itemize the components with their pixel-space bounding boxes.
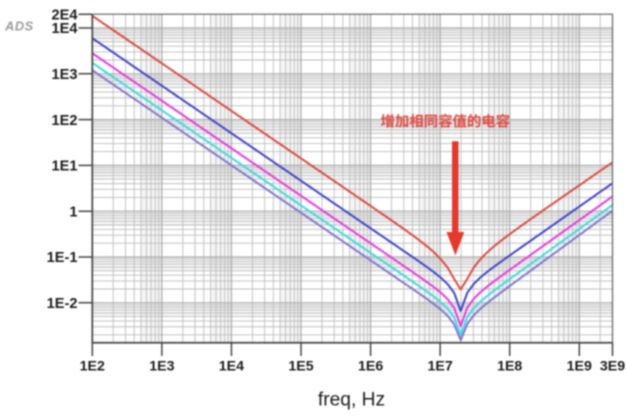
svg-text:1E6: 1E6 [358, 358, 383, 374]
svg-text:1E-1: 1E-1 [47, 250, 78, 266]
svg-text:1E2: 1E2 [80, 358, 105, 374]
svg-text:2E4: 2E4 [52, 7, 79, 23]
svg-text:1E4: 1E4 [52, 21, 79, 37]
svg-text:1: 1 [69, 204, 77, 220]
svg-text:1E1: 1E1 [52, 159, 78, 175]
svg-text:ADS: ADS [4, 19, 34, 34]
svg-text:1E-2: 1E-2 [47, 296, 78, 312]
svg-text:1E4: 1E4 [219, 358, 244, 374]
svg-text:1E8: 1E8 [497, 358, 522, 374]
svg-text:3E9: 3E9 [600, 358, 625, 374]
svg-text:1E2: 1E2 [52, 113, 78, 129]
svg-text:1E5: 1E5 [288, 358, 313, 374]
svg-text:1E3: 1E3 [52, 67, 78, 83]
svg-text:1E9: 1E9 [567, 358, 592, 374]
svg-text:freq, Hz: freq, Hz [318, 389, 385, 410]
svg-text:1E3: 1E3 [149, 358, 174, 374]
svg-text:1E7: 1E7 [427, 358, 452, 374]
